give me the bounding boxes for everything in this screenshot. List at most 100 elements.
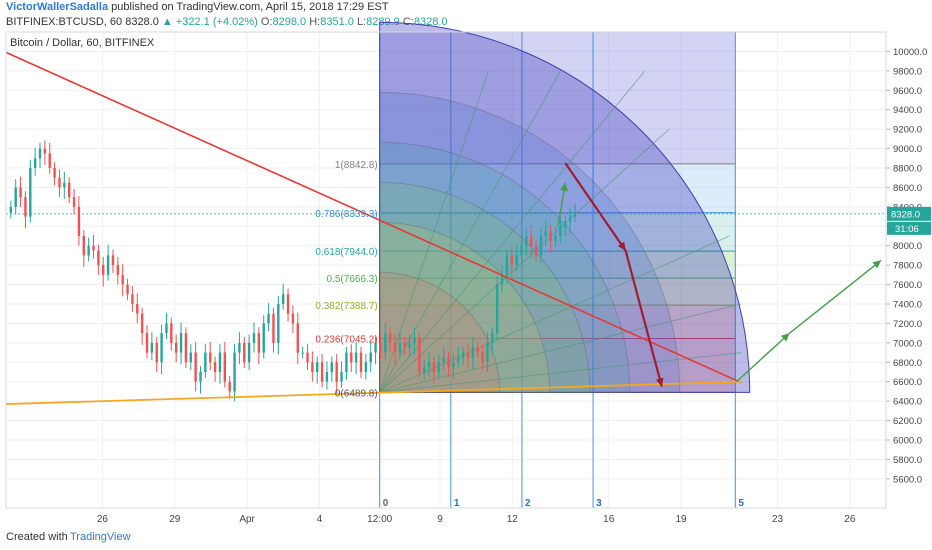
candle-body <box>427 362 431 368</box>
candle-body <box>452 362 455 368</box>
current-price-label: 8328.0 <box>891 209 920 220</box>
arrowhead <box>872 260 882 269</box>
time-tick-label: Apr <box>239 514 255 525</box>
candle-body <box>136 304 139 314</box>
candle-body <box>296 323 299 353</box>
arrowhead <box>617 241 626 251</box>
price-tick-label: 6200.0 <box>893 416 922 427</box>
fib-fill-band <box>379 251 736 279</box>
candle-body <box>573 213 577 217</box>
green-arrow-line[interactable] <box>736 332 791 383</box>
symbol-info[interactable]: BITFINEX:BTCUSD, 60 <box>6 16 123 28</box>
candle-body <box>33 158 37 168</box>
candle-body <box>325 372 329 382</box>
fib-time-label: 2 <box>525 498 531 509</box>
red-trendline[interactable] <box>5 51 742 384</box>
candle-body <box>87 245 90 256</box>
price-tick-label: 9200.0 <box>893 125 922 136</box>
price-tick-label: 7400.0 <box>893 300 922 311</box>
price-tick-label: 6600.0 <box>893 377 922 388</box>
candle-body <box>437 362 441 372</box>
candle-body <box>461 352 465 358</box>
fib-level-label: 0.382(7388.7) <box>315 301 377 312</box>
candle-body <box>568 216 572 222</box>
candle-body <box>150 342 154 353</box>
price-tick-label: 9600.0 <box>893 86 922 97</box>
open-value: 8298.0 <box>272 16 307 28</box>
candle-body <box>189 352 192 363</box>
candle-body <box>24 197 27 217</box>
candle-body <box>277 304 280 343</box>
candle-body <box>194 352 197 382</box>
candle-body <box>495 284 499 334</box>
candle-body <box>126 284 129 295</box>
candle-body <box>447 357 450 368</box>
candle-body <box>228 381 231 392</box>
candle-body <box>53 168 56 178</box>
candle-body <box>43 148 47 154</box>
arrowhead <box>655 377 664 387</box>
price-tick-label: 6000.0 <box>893 436 922 447</box>
time-tick-label: 12:00 <box>367 514 392 525</box>
candle-body <box>491 333 494 343</box>
author-name[interactable]: VictorWallerSadalla <box>6 1 109 13</box>
candle-body <box>340 372 343 382</box>
candle-body <box>398 342 402 353</box>
candle-body <box>359 352 363 372</box>
time-tick-label: 12 <box>507 514 519 525</box>
candle-body <box>330 362 334 372</box>
tradingview-logo[interactable]: TradingView <box>70 531 131 543</box>
price-tick-label: 10000.0 <box>893 47 927 58</box>
candle-body <box>364 362 368 372</box>
footer: Created with TradingView <box>0 527 932 550</box>
candle-body <box>14 187 17 207</box>
candle-body <box>291 313 295 324</box>
candle-body <box>272 313 275 343</box>
candle-body <box>320 362 324 382</box>
fib-fan-line <box>379 352 742 393</box>
candle-body <box>131 294 134 304</box>
candle-body <box>155 342 158 363</box>
fib-level-label: 0(6489.8) <box>335 388 378 399</box>
arrowhead <box>780 333 790 342</box>
fib-level-label: 0.236(7045.2) <box>315 334 377 345</box>
fib-fill-top <box>379 32 736 164</box>
candle-body <box>374 342 377 353</box>
fib-fan-line <box>379 128 670 393</box>
candle-body <box>38 148 42 159</box>
candle-body <box>316 362 319 372</box>
candle-body <box>223 352 227 382</box>
orange-support-line[interactable] <box>5 380 742 405</box>
close-label: C: <box>402 16 414 28</box>
price-tick-label: 6800.0 <box>893 358 922 369</box>
time-tick-label: 19 <box>676 514 688 525</box>
candle-body <box>92 245 95 251</box>
fib-fan-line <box>379 70 489 393</box>
candle-body <box>243 342 246 363</box>
candle-body <box>466 352 470 358</box>
candle-body <box>408 342 411 348</box>
candle-body <box>170 323 173 343</box>
fib-level-label: 0.618(7944.0) <box>315 247 377 258</box>
candle-body <box>72 197 76 207</box>
fib-time-label: 3 <box>596 498 602 509</box>
candle-body <box>306 352 309 363</box>
price-tick-label: 8000.0 <box>893 241 922 252</box>
time-tick-label: 26 <box>844 514 856 525</box>
open-label: O: <box>260 16 273 28</box>
countdown-badge <box>887 221 931 235</box>
candle-body <box>505 255 509 275</box>
candle-body <box>564 221 567 227</box>
price-tick-label: 7000.0 <box>893 338 922 349</box>
candle-body <box>19 187 22 198</box>
projection-arrow-line[interactable] <box>624 250 663 387</box>
candle-body <box>350 352 353 363</box>
candle-body <box>544 231 548 236</box>
fib-fill-band <box>379 305 736 339</box>
green-arrow-line[interactable] <box>789 259 882 334</box>
candle-body <box>413 338 416 343</box>
price-change: ▲ +322.1 (+4.02%) <box>161 16 258 28</box>
price-tick-label: 9400.0 <box>893 105 922 116</box>
projection-arrow-line[interactable] <box>564 162 627 252</box>
